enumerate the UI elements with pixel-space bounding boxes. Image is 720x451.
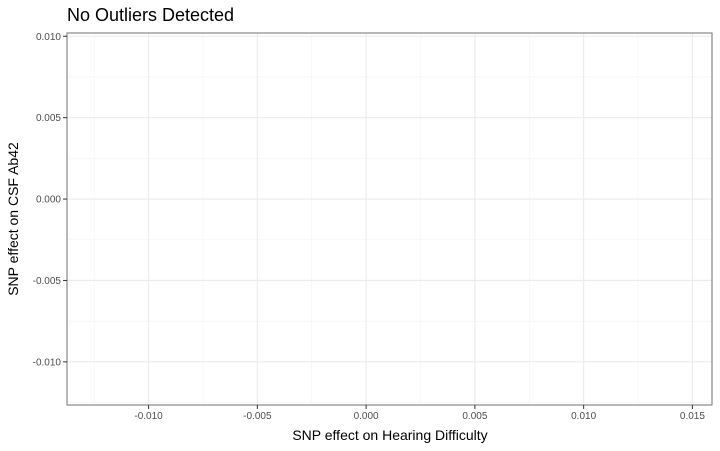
- plot-panel-border: [66, 32, 713, 406]
- y-tick-label: -0.010: [33, 357, 62, 368]
- chart-title: No Outliers Detected: [67, 5, 234, 25]
- x-tick-label: 0.005: [462, 411, 487, 422]
- y-tick-label: 0.005: [36, 113, 61, 124]
- x-tick-label: -0.005: [243, 411, 272, 422]
- x-tick-label: 0.010: [571, 411, 596, 422]
- x-axis-ticks: -0.010 -0.005 0.000 0.005 0.010 0.015: [134, 405, 705, 422]
- y-axis-title: SNP effect on CSF Ab42: [5, 142, 21, 296]
- x-tick-label: -0.010: [134, 411, 163, 422]
- y-tick-label: 0.010: [36, 32, 61, 43]
- x-tick-label: 0.000: [354, 411, 379, 422]
- x-axis-title: SNP effect on Hearing Difficulty: [292, 427, 487, 443]
- y-tick-label: -0.005: [33, 276, 62, 287]
- y-tick-label: 0.000: [36, 195, 61, 206]
- grid-minor: [67, 33, 712, 405]
- y-axis-ticks: -0.010 -0.005 0.000 0.005 0.010: [33, 32, 67, 368]
- x-tick-label: 0.015: [680, 411, 705, 422]
- grid-major: [67, 33, 712, 405]
